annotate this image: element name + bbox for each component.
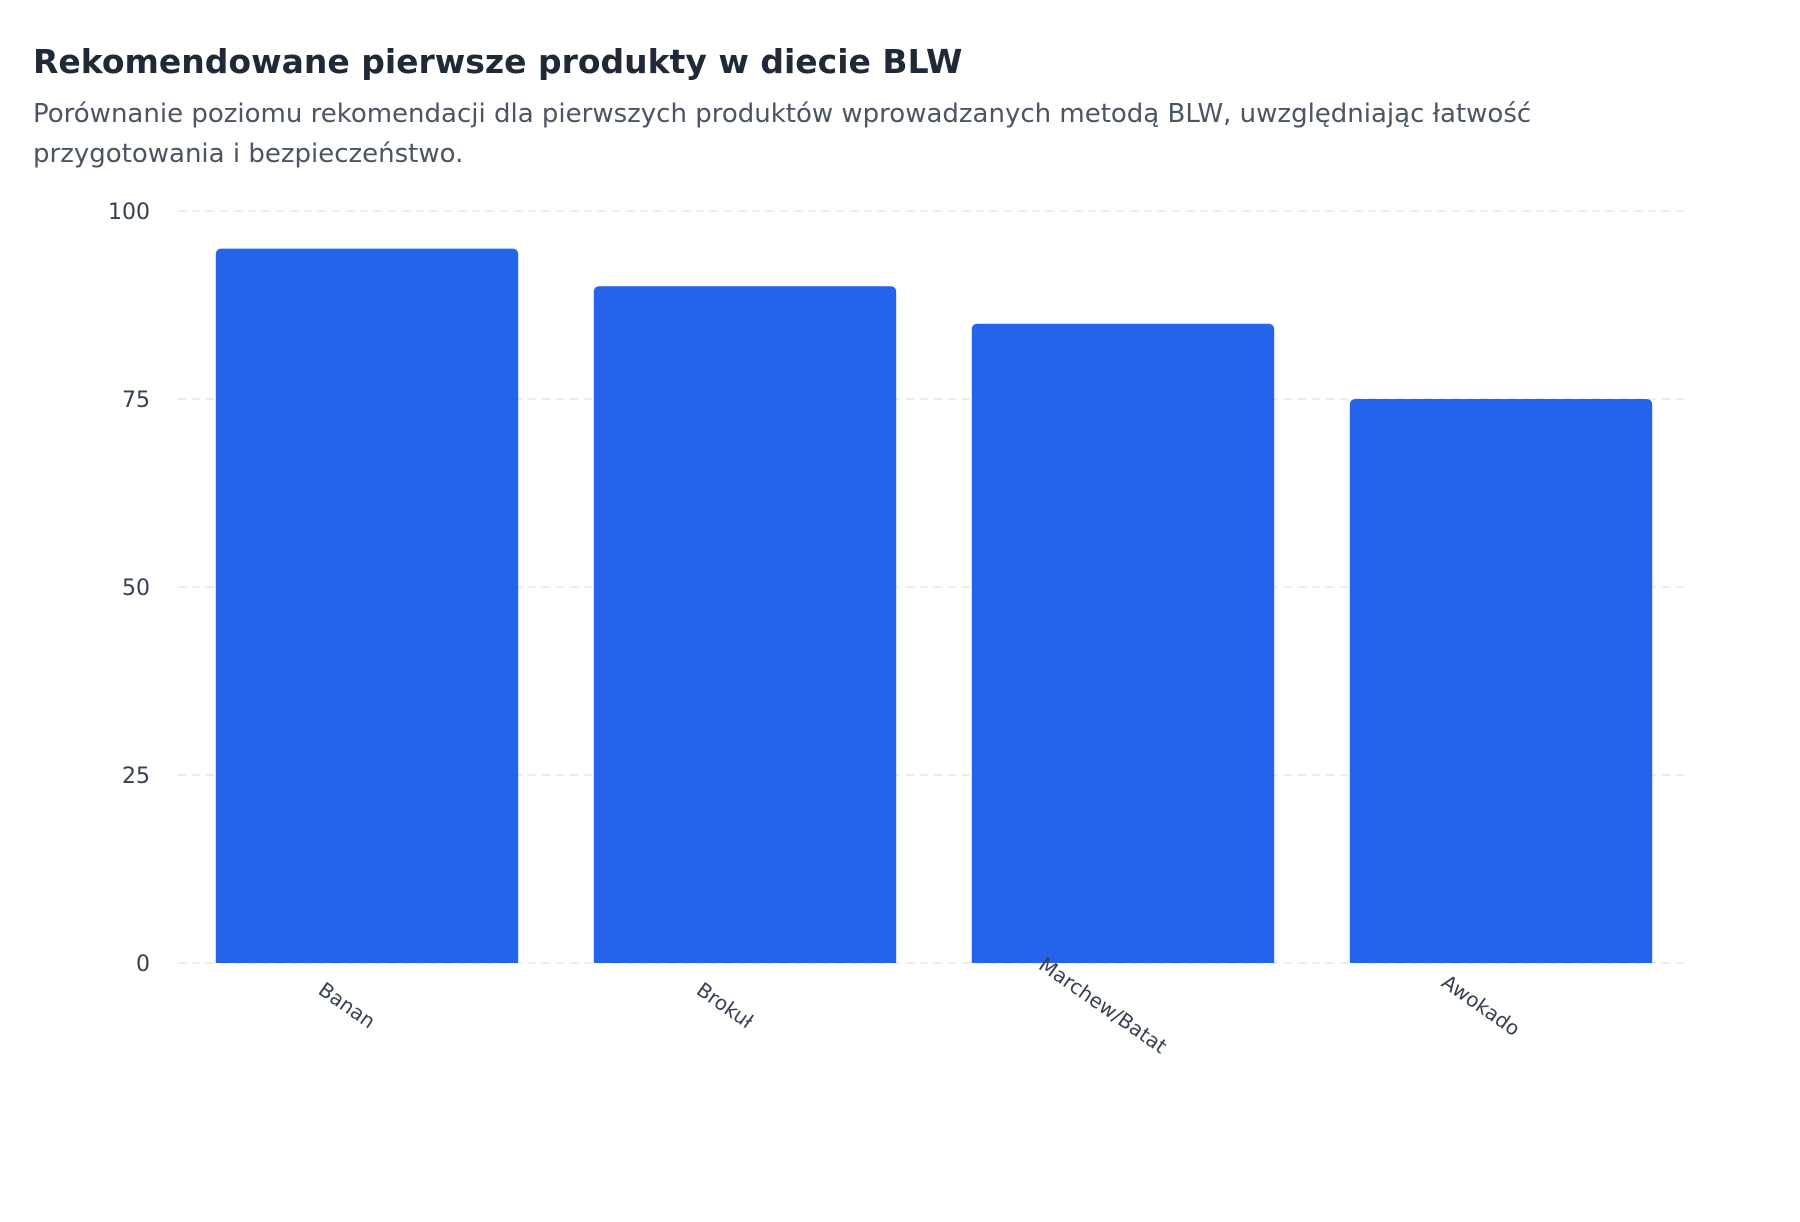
x-tick-label: Banan [314, 977, 380, 1033]
y-axis-ticks: 0 25 50 75 100 [108, 200, 150, 977]
bar-brokuł[interactable] [593, 286, 897, 963]
chart-header: Rekomendowane pierwsze produkty w diecie… [33, 36, 1653, 174]
bars [215, 248, 1653, 964]
y-tick-label: 25 [122, 764, 150, 789]
y-tick-label: 50 [122, 576, 150, 601]
bar-marchew-batat[interactable] [971, 323, 1275, 963]
x-tick-label: Brokuł [692, 977, 758, 1033]
x-tick-label: Marchew/Batat [1035, 952, 1172, 1058]
x-tick-label: Awokado [1437, 970, 1524, 1041]
bar-banan[interactable] [215, 248, 519, 964]
chart-title: Rekomendowane pierwsze produkty w diecie… [33, 42, 963, 81]
chart-subtitle: Porównanie poziomu rekomendacji dla pier… [33, 99, 1532, 169]
y-tick-label: 100 [108, 200, 150, 225]
x-axis-ticks: Banan Brokuł Marchew/Batat Awokado [314, 952, 1525, 1058]
y-tick-label: 0 [136, 952, 150, 977]
y-tick-label: 75 [122, 388, 150, 413]
bar-awokado[interactable] [1349, 399, 1653, 963]
